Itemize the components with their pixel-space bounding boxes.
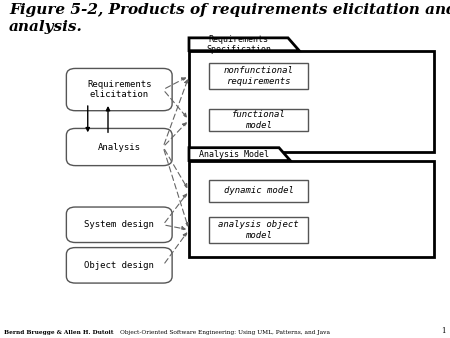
Text: dynamic model: dynamic model bbox=[224, 187, 294, 195]
Polygon shape bbox=[189, 38, 299, 51]
Polygon shape bbox=[189, 51, 434, 152]
Polygon shape bbox=[189, 161, 434, 257]
Text: Analysis Model: Analysis Model bbox=[199, 150, 269, 159]
Bar bbox=[209, 217, 308, 243]
Text: Object-Oriented Software Engineering: Using UML, Patterns, and Java: Object-Oriented Software Engineering: Us… bbox=[120, 330, 330, 335]
FancyBboxPatch shape bbox=[67, 207, 172, 243]
Bar bbox=[209, 109, 308, 131]
FancyBboxPatch shape bbox=[67, 128, 172, 166]
Text: nonfunctional
requirements: nonfunctional requirements bbox=[224, 66, 294, 86]
Polygon shape bbox=[189, 148, 290, 161]
Text: Figure 5-2, Products of requirements elicitation and
analysis.: Figure 5-2, Products of requirements eli… bbox=[9, 3, 450, 33]
Text: Bernd Bruegge & Allen H. Dutoit: Bernd Bruegge & Allen H. Dutoit bbox=[4, 330, 114, 335]
Text: analysis object
model: analysis object model bbox=[218, 220, 299, 240]
Text: functional
model: functional model bbox=[232, 110, 286, 130]
Text: 1: 1 bbox=[441, 327, 446, 335]
Bar bbox=[209, 64, 308, 89]
Text: System design: System design bbox=[84, 220, 154, 229]
FancyBboxPatch shape bbox=[67, 247, 172, 283]
Bar bbox=[209, 180, 308, 202]
FancyBboxPatch shape bbox=[67, 68, 172, 111]
Text: Object design: Object design bbox=[84, 261, 154, 270]
Text: Requirements
elicitation: Requirements elicitation bbox=[87, 80, 152, 99]
Text: Analysis: Analysis bbox=[98, 143, 141, 151]
Text: Requirements
Specification: Requirements Specification bbox=[206, 34, 271, 54]
